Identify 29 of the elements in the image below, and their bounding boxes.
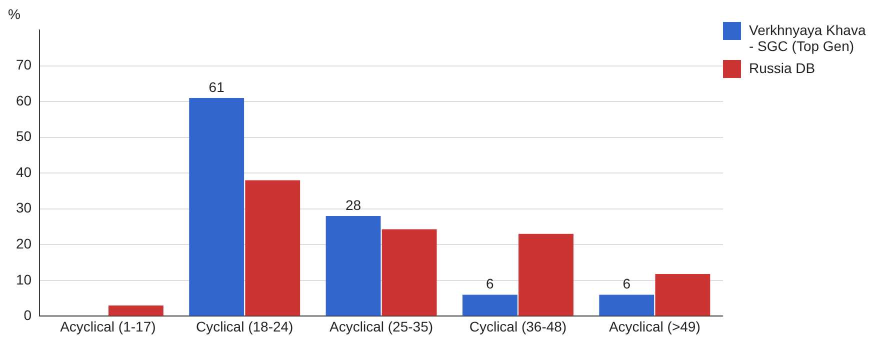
data-label: 6: [486, 276, 494, 292]
bar: [518, 234, 574, 316]
x-tick-label: Cyclical (36-48): [469, 318, 567, 334]
y-tick-label: 10: [16, 271, 32, 288]
x-tick-label: Acyclical (25-35): [330, 318, 434, 334]
y-tick-label: 40: [16, 164, 32, 180]
y-tick-label: 60: [16, 92, 32, 108]
y-tick-label: 20: [16, 236, 32, 252]
data-label: 28: [345, 196, 362, 213]
data-label: 6: [622, 276, 631, 292]
legend-label: Russia DB: [749, 60, 816, 76]
y-tick-label: 50: [16, 128, 32, 144]
bar: [382, 229, 437, 316]
bar: [245, 180, 300, 316]
bar: [189, 98, 244, 316]
x-tick-label: Acyclical (>49): [608, 318, 700, 334]
data-label: 61: [208, 78, 225, 95]
y-axis-title: %: [8, 6, 20, 22]
bar: [462, 294, 518, 316]
bar: [599, 294, 654, 316]
y-tick-label: 0: [24, 307, 32, 324]
bar: [108, 305, 164, 316]
y-tick-label: 30: [16, 200, 32, 216]
x-tick-label: Acyclical (1-17): [60, 318, 156, 334]
x-tick-label: Cyclical (18-24): [196, 318, 294, 334]
legend-label: Verkhnyaya Khava - SGC (Top Gen): [749, 22, 867, 54]
bar: [326, 216, 381, 316]
y-tick-label: 70: [16, 56, 32, 73]
bar: [655, 274, 710, 316]
